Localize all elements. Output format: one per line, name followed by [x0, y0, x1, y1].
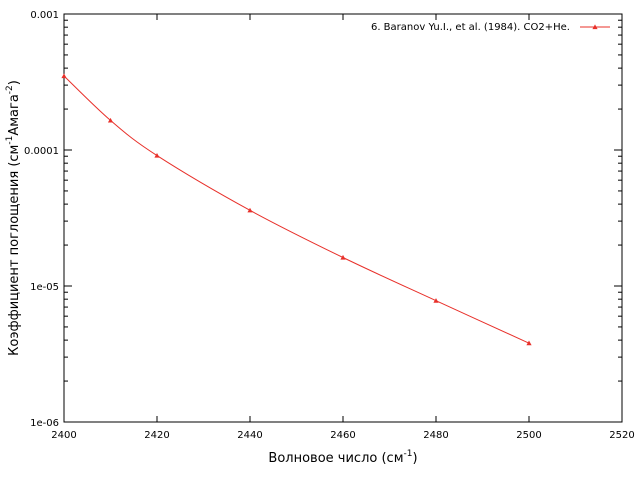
x-tick-label: 2480 — [423, 430, 448, 441]
y-tick-label: 1e-06 — [30, 418, 59, 429]
legend: 6. Baranov Yu.I., et al. (1984). CO2+He. — [371, 22, 610, 33]
data-point — [154, 152, 160, 158]
data-point — [247, 207, 253, 213]
ticks-layer: 2400 2420 2440 2460 2480 2500 2520 1e-06 1e-05 0.… — [24, 10, 635, 441]
series-layer — [61, 73, 532, 346]
data-point — [107, 117, 114, 123]
legend-marker — [592, 24, 598, 30]
data-point — [61, 73, 67, 79]
y-tick-label: 0.0001 — [24, 146, 59, 157]
data-point — [433, 298, 439, 303]
y-axis-label-sup2: -2 — [5, 85, 15, 94]
series-line — [63, 75, 530, 344]
x-axis-label-main: Волновое число (см — [268, 451, 403, 466]
x-tick-label: 2420 — [144, 430, 169, 441]
x-axis-label-sup: -1 — [404, 449, 413, 459]
x-axis-label-tail: ) — [412, 451, 417, 466]
y-axis-label-sup1: -1 — [5, 136, 15, 145]
y-axis-label: Коэффициент поглощения (см-1Амага-2) — [5, 80, 22, 356]
y-axis-label-mid: Амага — [7, 94, 22, 135]
x-tick-label: 2440 — [237, 430, 262, 441]
x-tick-label: 2520 — [609, 430, 634, 441]
legend-label: 6. Baranov Yu.I., et al. (1984). CO2+He. — [371, 22, 570, 33]
y-tick-label: 0.001 — [30, 10, 59, 21]
x-tick-label: 2400 — [51, 430, 76, 441]
x-axis-label: Волновое число (см-1) — [268, 449, 417, 466]
y-tick-label: 1e-05 — [30, 282, 59, 293]
plot-frame — [63, 13, 623, 423]
y-axis-label-main: Коэффициент поглощения (см — [7, 145, 22, 356]
data-point — [340, 254, 346, 260]
x-tick-label: 2500 — [516, 430, 541, 441]
data-point — [526, 340, 532, 346]
y-axis-label-tail: ) — [7, 80, 22, 85]
x-tick-label: 2460 — [330, 430, 355, 441]
